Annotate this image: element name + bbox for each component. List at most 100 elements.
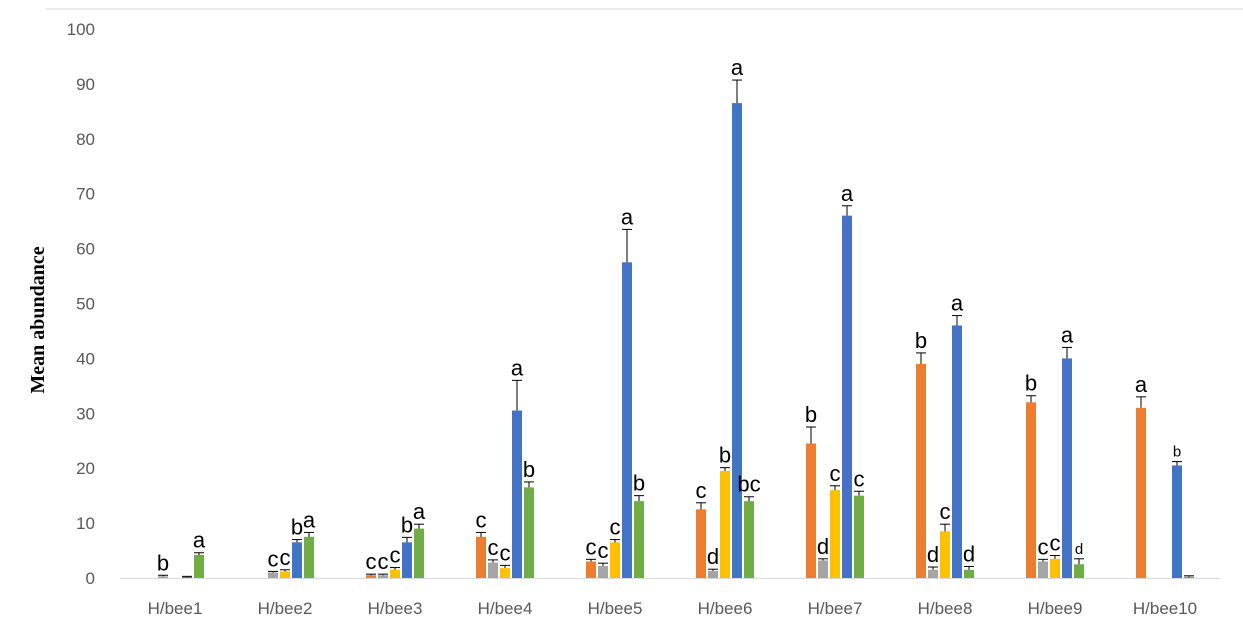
bar-series-group — [158, 103, 1194, 579]
significance-label: c — [586, 534, 597, 559]
x-tick-label: H/bee4 — [478, 599, 533, 618]
y-tick-label: 30 — [76, 404, 95, 423]
bar — [304, 536, 314, 578]
x-tick-label: H/bee8 — [918, 599, 973, 618]
significance-label: c — [378, 549, 389, 574]
significance-label: b — [1025, 371, 1037, 396]
bar — [390, 569, 400, 578]
significance-label: c — [500, 540, 511, 565]
significance-label: a — [413, 499, 426, 524]
bar — [182, 576, 192, 578]
significance-label: b — [523, 457, 535, 482]
bar — [1184, 576, 1194, 578]
significance-label: b — [805, 402, 817, 427]
significance-label: a — [841, 181, 854, 206]
significance-label: a — [731, 55, 744, 80]
x-tick-label: H/bee7 — [808, 599, 863, 618]
bar — [1172, 465, 1182, 578]
bar — [830, 490, 840, 578]
significance-label: b — [401, 512, 413, 537]
bar — [964, 569, 974, 578]
bar — [1062, 358, 1072, 578]
bar — [512, 410, 522, 578]
significance-label: a — [193, 528, 206, 553]
bar — [842, 215, 852, 578]
y-tick-label: 80 — [76, 130, 95, 149]
y-tick-label: 50 — [76, 295, 95, 314]
significance-label: c — [610, 515, 621, 540]
bar — [378, 575, 388, 578]
bar — [744, 501, 754, 578]
significance-label: c — [696, 478, 707, 503]
bar — [1136, 407, 1146, 578]
significance-label: c — [366, 549, 377, 574]
y-tick-label: 90 — [76, 75, 95, 94]
significance-label: c — [830, 461, 841, 486]
x-tick-label: H/bee6 — [698, 599, 753, 618]
bar — [1074, 564, 1084, 578]
significance-label: b — [291, 515, 303, 540]
bar — [818, 560, 828, 578]
bar — [708, 570, 718, 578]
bar — [610, 542, 620, 578]
significance-label: c — [476, 507, 487, 532]
significance-label: c — [488, 535, 499, 560]
significance-label: d — [1075, 541, 1083, 558]
significance-label: d — [817, 534, 829, 559]
bar — [402, 542, 412, 578]
bar — [634, 501, 644, 578]
significance-label: d — [927, 542, 939, 567]
significance-label: a — [511, 355, 524, 380]
y-tick-label: 40 — [76, 349, 95, 368]
bar — [916, 363, 926, 578]
significance-label: b — [633, 471, 645, 496]
significance-label: b — [915, 328, 927, 353]
bar — [928, 569, 938, 578]
significance-label: a — [621, 204, 634, 229]
bar — [280, 571, 290, 578]
bar — [268, 572, 278, 578]
significance-label: c — [1050, 530, 1061, 555]
significance-label: b — [719, 443, 731, 468]
bar — [488, 562, 498, 578]
significance-label: a — [951, 291, 964, 316]
bar — [1050, 558, 1060, 578]
significance-label: bc — [737, 472, 760, 497]
significance-label: c — [1038, 534, 1049, 559]
y-tick-label: 60 — [76, 240, 95, 259]
y-tick-label: 20 — [76, 459, 95, 478]
bar — [476, 536, 486, 578]
x-tick-labels: H/bee1 H/bee2 H/bee3 H/bee4 H/bee5 H/bee6 H/be… — [148, 599, 1198, 618]
significance-label: a — [303, 507, 316, 532]
y-tick-label: 0 — [86, 569, 95, 588]
bar — [586, 561, 596, 578]
bar — [598, 565, 608, 578]
bar — [806, 443, 816, 578]
bar — [292, 542, 302, 578]
significance-label: a — [1061, 322, 1074, 347]
significance-label: c — [268, 546, 279, 571]
bar — [720, 470, 730, 578]
y-tick-label: 70 — [76, 185, 95, 204]
significance-label: b — [1173, 444, 1181, 461]
bar — [414, 528, 424, 578]
bar — [194, 554, 204, 578]
bar — [524, 487, 534, 578]
bar — [158, 576, 168, 578]
significance-label: b — [157, 550, 169, 575]
significance-label: c — [390, 543, 401, 568]
error-bars-group — [158, 79, 1194, 577]
significance-label: d — [707, 544, 719, 569]
y-tick-label: 10 — [76, 514, 95, 533]
bar — [1026, 402, 1036, 578]
bar — [732, 103, 742, 579]
significance-label: c — [854, 466, 865, 491]
significance-label: c — [280, 545, 291, 570]
y-tick-label: 100 — [67, 20, 95, 39]
bar — [622, 262, 632, 578]
bar — [696, 509, 706, 578]
x-tick-label: H/bee5 — [588, 599, 643, 618]
